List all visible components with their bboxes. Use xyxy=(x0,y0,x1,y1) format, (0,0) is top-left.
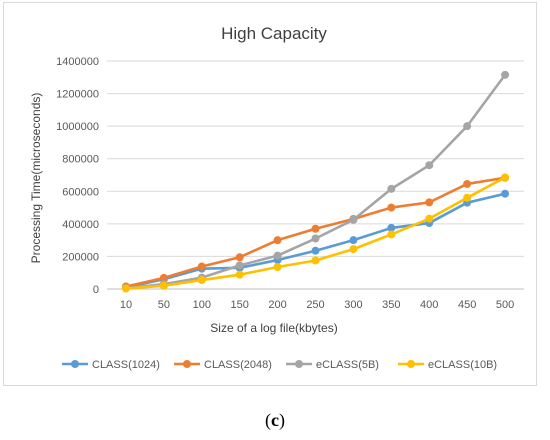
panel-label-letter: c xyxy=(271,410,279,430)
x-tick-label: 500 xyxy=(496,299,514,311)
chart-frame: High Capacity 0 200000 400000 600000 800000 1… xyxy=(3,2,537,386)
data-point xyxy=(311,256,320,265)
legend-label: CLASS(2048) xyxy=(204,359,272,371)
y-tick-label: 600000 xyxy=(62,186,99,198)
panel-label: (c) xyxy=(0,410,550,431)
legend-entry: CLASS(1024) xyxy=(62,359,160,371)
data-point xyxy=(387,203,396,212)
data-point xyxy=(273,251,282,260)
data-point xyxy=(235,270,244,279)
data-point xyxy=(349,236,358,245)
panel-label-close: ) xyxy=(279,410,285,430)
panel-label-open: ( xyxy=(265,410,271,430)
data-point xyxy=(349,215,358,224)
legend-label: CLASS(1024) xyxy=(92,359,160,371)
y-tick-label: 1200000 xyxy=(56,89,99,101)
data-point xyxy=(311,224,320,233)
x-tick-label: 400 xyxy=(420,299,438,311)
series-eclass-10b xyxy=(121,173,510,293)
data-point xyxy=(387,184,396,193)
data-point xyxy=(501,189,510,198)
x-tick-label: 450 xyxy=(458,299,476,311)
y-axis-label: Processing Time(microseconds) xyxy=(29,93,43,264)
y-axis-ticks: 0 200000 400000 600000 800000 1000000 1200000 1… xyxy=(56,56,99,296)
data-point xyxy=(387,223,396,232)
x-tick-label: 250 xyxy=(306,299,324,311)
legend-swatch-marker xyxy=(183,360,191,368)
y-tick-label: 1000000 xyxy=(56,121,99,133)
legend-entry: eCLASS(10B) xyxy=(398,359,497,371)
legend-swatch-marker xyxy=(295,360,303,368)
gridlines xyxy=(107,60,524,290)
x-tick-label: 50 xyxy=(158,299,170,311)
data-point xyxy=(159,281,168,290)
legend: CLASS(1024) CLASS(2048) eCLASS(5B) eCLASS(1… xyxy=(62,359,497,371)
legend-swatch-marker xyxy=(71,360,79,368)
data-point xyxy=(197,276,206,285)
data-point xyxy=(463,193,472,202)
x-tick-label: 10 xyxy=(120,299,132,311)
data-point xyxy=(197,262,206,271)
data-point xyxy=(273,236,282,245)
series-lines xyxy=(121,70,510,293)
x-axis-ticks: 10 50 100 150 200 250 300 350 400 450 500 xyxy=(120,299,514,311)
data-point xyxy=(501,173,510,182)
data-point xyxy=(121,284,130,293)
data-point xyxy=(463,179,472,188)
x-tick-label: 200 xyxy=(268,299,286,311)
data-point xyxy=(463,122,472,131)
data-point xyxy=(425,161,434,170)
y-tick-label: 0 xyxy=(93,284,99,296)
x-tick-label: 150 xyxy=(231,299,249,311)
legend-swatch-marker xyxy=(407,360,415,368)
y-tick-label: 200000 xyxy=(62,251,99,263)
legend-label: eCLASS(5B) xyxy=(316,359,379,371)
data-point xyxy=(159,273,168,282)
legend-entry: CLASS(2048) xyxy=(174,359,272,371)
data-point xyxy=(273,263,282,272)
x-tick-label: 300 xyxy=(344,299,362,311)
data-point xyxy=(311,246,320,255)
y-tick-label: 1400000 xyxy=(56,56,99,68)
legend-label: eCLASS(10B) xyxy=(428,359,497,371)
x-tick-label: 100 xyxy=(193,299,211,311)
data-point xyxy=(311,234,320,243)
y-tick-label: 400000 xyxy=(62,219,99,231)
data-point xyxy=(349,245,358,254)
legend-entry: eCLASS(5B) xyxy=(286,359,379,371)
y-tick-label: 800000 xyxy=(62,154,99,166)
chart-title: High Capacity xyxy=(221,24,327,43)
line-chart: High Capacity 0 200000 400000 600000 800000 1… xyxy=(29,24,524,371)
data-point xyxy=(501,70,510,79)
x-axis-label: Size of a log file(kbytes) xyxy=(210,321,337,335)
data-point xyxy=(387,230,396,239)
data-point xyxy=(425,214,434,223)
data-point xyxy=(235,261,244,270)
data-point xyxy=(235,253,244,262)
data-point xyxy=(425,198,434,207)
x-tick-label: 350 xyxy=(382,299,400,311)
